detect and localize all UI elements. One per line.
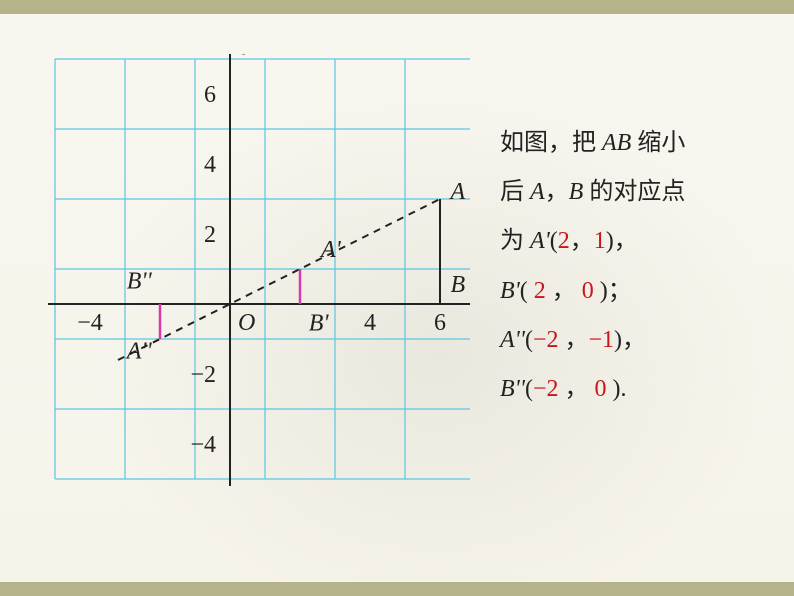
val-Apx: 2	[558, 228, 570, 254]
svg-text:2: 2	[204, 222, 216, 248]
text-line1-a: 如图，把	[500, 130, 602, 156]
val-Bpy: 0	[576, 278, 600, 304]
text-comma2: ，	[570, 228, 594, 254]
svg-text:4: 4	[364, 310, 376, 336]
svg-text:−4: −4	[190, 432, 216, 458]
text-comma7: ，	[564, 376, 588, 402]
text-App: A''	[500, 327, 525, 353]
text-comma1: ，	[545, 179, 569, 205]
top-border-bar	[0, 0, 794, 14]
val-Apy: 1	[594, 228, 606, 254]
svg-text:B'': B''	[127, 268, 153, 294]
chart-svg: −446246−2−4OxyABA'B'A''B''	[40, 54, 470, 514]
svg-text:6: 6	[204, 82, 216, 108]
text-A: A	[530, 179, 545, 205]
svg-text:B': B'	[309, 310, 330, 336]
svg-text:A': A'	[319, 237, 342, 263]
svg-text:−4: −4	[77, 310, 103, 336]
svg-text:4: 4	[204, 152, 216, 178]
explanation-text: 如图，把 AB 缩小 后 A，B 的对应点 为 A'(2，1)， B'( 2 ，…	[500, 119, 780, 414]
svg-text:6: 6	[434, 310, 446, 336]
val-Bppx: −2	[533, 376, 565, 402]
text-Ap: A'	[530, 228, 550, 254]
coordinate-chart: −446246−2−4OxyABA'B'A''B''	[40, 54, 470, 514]
svg-text:y: y	[241, 54, 256, 55]
slide-content: −446246−2−4OxyABA'B'A''B'' 如图，把 AB 缩小 后 …	[0, 14, 794, 582]
svg-text:A: A	[449, 179, 466, 205]
text-comma4: ，	[552, 278, 576, 304]
text-Bpp: B''	[500, 376, 525, 402]
val-Bpx: 2	[528, 278, 552, 304]
svg-text:B: B	[451, 272, 466, 298]
text-B: B	[569, 179, 590, 205]
text-line3-a: 为	[500, 228, 530, 254]
svg-text:−2: −2	[190, 362, 216, 388]
val-Bppy: 0	[588, 376, 612, 402]
svg-text:A'': A''	[125, 338, 153, 364]
text-comma6: ，	[622, 327, 646, 353]
val-Appy: −1	[588, 327, 614, 353]
text-line2-b: 的对应点	[589, 179, 685, 205]
text-semi1: ；	[608, 278, 632, 304]
text-seg-AB: AB	[602, 130, 637, 156]
val-Appx: −2	[533, 327, 565, 353]
bottom-border-bar	[0, 582, 794, 596]
text-comma3: ，	[614, 228, 638, 254]
svg-text:O: O	[238, 310, 255, 336]
text-line2-a: 后	[500, 179, 530, 205]
text-Bp: B'	[500, 278, 520, 304]
text-line1-b: 缩小	[637, 130, 685, 156]
text-comma5: ，	[564, 327, 588, 353]
text-period: .	[620, 376, 626, 402]
